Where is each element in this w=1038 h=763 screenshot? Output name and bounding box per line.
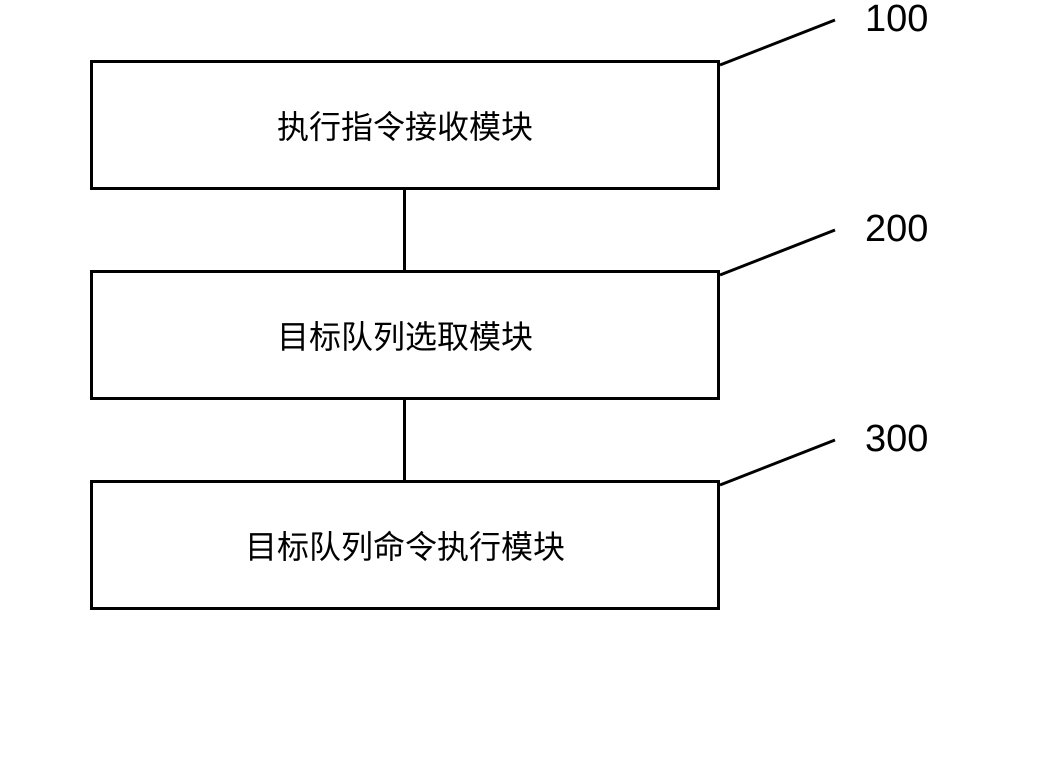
connector-1-2 [403,190,406,270]
flow-node-2: 目标队列选取模块 [90,270,720,400]
flow-node-1-label: 执行指令接收模块 [277,102,533,148]
flow-node-3-label: 目标队列命令执行模块 [245,522,565,568]
flow-node-2-label: 目标队列选取模块 [277,312,533,358]
callout-label-2: 200 [865,208,928,251]
callout-line-1 [705,10,855,80]
callout-label-3: 300 [865,418,928,461]
callout-line-2 [705,220,855,290]
flow-node-3: 目标队列命令执行模块 [90,480,720,610]
callout-label-1: 100 [865,0,928,41]
flow-node-1: 执行指令接收模块 [90,60,720,190]
connector-2-3 [403,400,406,480]
callout-line-3 [705,430,855,500]
